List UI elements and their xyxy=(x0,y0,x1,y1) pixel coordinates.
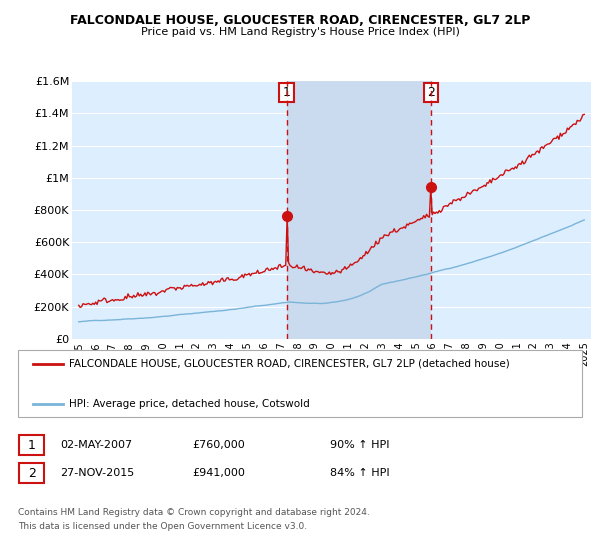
Text: 1: 1 xyxy=(28,438,36,452)
Text: FALCONDALE HOUSE, GLOUCESTER ROAD, CIRENCESTER, GL7 2LP: FALCONDALE HOUSE, GLOUCESTER ROAD, CIREN… xyxy=(70,14,530,27)
Text: FALCONDALE HOUSE, GLOUCESTER ROAD, CIRENCESTER, GL7 2LP (detached house): FALCONDALE HOUSE, GLOUCESTER ROAD, CIREN… xyxy=(69,359,510,369)
Text: 27-NOV-2015: 27-NOV-2015 xyxy=(60,468,134,478)
Bar xyxy=(287,81,431,339)
Text: £760,000: £760,000 xyxy=(192,440,245,450)
Text: This data is licensed under the Open Government Licence v3.0.: This data is licensed under the Open Gov… xyxy=(18,522,307,531)
Text: 2: 2 xyxy=(28,466,36,480)
Text: 02-MAY-2007: 02-MAY-2007 xyxy=(60,440,132,450)
Text: Contains HM Land Registry data © Crown copyright and database right 2024.: Contains HM Land Registry data © Crown c… xyxy=(18,508,370,517)
Text: HPI: Average price, detached house, Cotswold: HPI: Average price, detached house, Cots… xyxy=(69,399,310,409)
Text: 2: 2 xyxy=(427,86,435,99)
Text: Price paid vs. HM Land Registry's House Price Index (HPI): Price paid vs. HM Land Registry's House … xyxy=(140,27,460,37)
Text: 90% ↑ HPI: 90% ↑ HPI xyxy=(330,440,389,450)
Text: £941,000: £941,000 xyxy=(192,468,245,478)
Text: 84% ↑ HPI: 84% ↑ HPI xyxy=(330,468,389,478)
Text: 1: 1 xyxy=(283,86,290,99)
